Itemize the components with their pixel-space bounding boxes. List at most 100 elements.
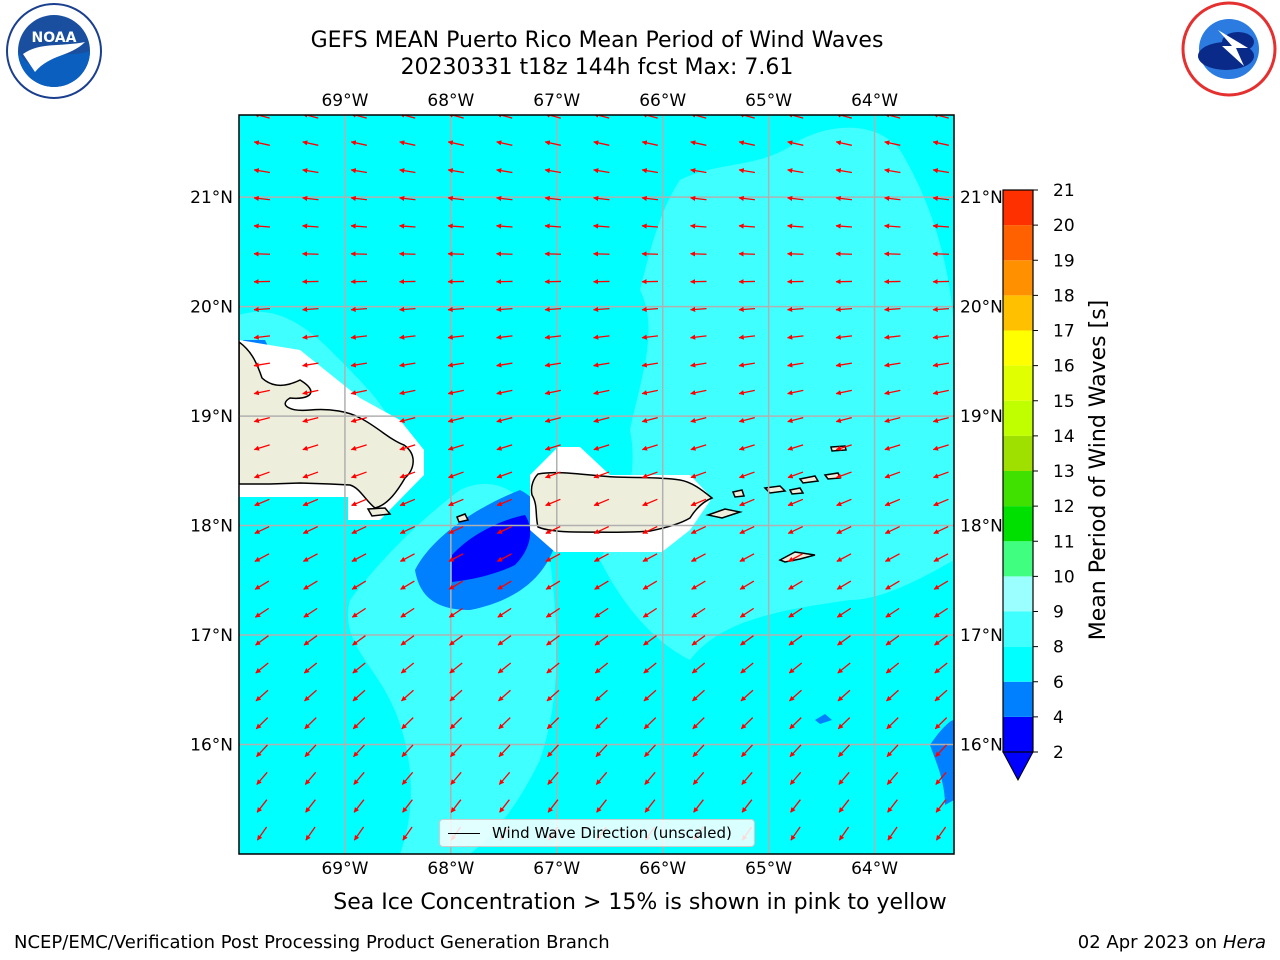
wind-arrow	[401, 689, 414, 702]
wind-arrow	[787, 416, 804, 423]
wind-arrow	[447, 195, 465, 201]
wind-arrow	[544, 416, 561, 423]
wind-arrow	[886, 771, 899, 785]
wind-arrow	[350, 362, 368, 368]
wind-arrow	[787, 223, 804, 229]
wind-arrow	[447, 389, 464, 396]
wind-arrow	[544, 168, 561, 174]
wind-arrow	[789, 744, 802, 758]
wind-arrow	[739, 580, 755, 590]
wind-arrow	[933, 498, 949, 507]
wind-arrow	[690, 223, 707, 229]
wind-arrow	[594, 607, 609, 618]
wind-arrow	[932, 168, 949, 174]
wind-arrow	[256, 799, 268, 813]
lat-tick-label: 17°N	[960, 626, 1003, 646]
wind-arrow	[496, 115, 513, 119]
wind-arrow	[303, 580, 318, 590]
wind-arrow	[545, 525, 561, 535]
wind-arrow	[644, 771, 656, 785]
wind-arrow	[400, 662, 415, 674]
wind-arrow	[886, 744, 899, 758]
wind-arrow	[641, 389, 658, 396]
wind-arrow	[595, 744, 608, 758]
chart-subtitle: 20230331 t18z 144h fcst Max: 7.61	[400, 55, 794, 80]
wind-arrow	[302, 168, 319, 174]
culebra-island	[731, 489, 746, 498]
wind-arrow	[835, 168, 852, 174]
wind-arrow	[932, 195, 950, 201]
wind-arrow	[545, 498, 561, 507]
wind-arrow	[350, 306, 368, 313]
wind-arrow	[449, 635, 463, 646]
wind-arrow	[253, 444, 270, 451]
wind-arrow	[496, 334, 513, 340]
colorbar-segment	[1003, 435, 1033, 471]
wind-arrow	[835, 389, 852, 396]
wind-arrow	[692, 717, 705, 730]
wind-arrow	[884, 362, 901, 368]
wind-arrow	[884, 195, 901, 201]
wind-arrow	[738, 195, 756, 201]
wind-arrow	[546, 717, 560, 730]
wind-arrow	[302, 334, 319, 340]
colorbar-segment	[1003, 400, 1033, 436]
wind-arrow	[934, 635, 948, 646]
wind-arrow	[547, 771, 559, 785]
wind-arrow	[740, 662, 754, 674]
wind-arrow	[690, 115, 707, 119]
wind-arrow	[496, 416, 513, 423]
wave-period-2-4-region	[815, 714, 832, 724]
wind-arrow	[643, 662, 657, 674]
wind-arrow	[790, 799, 801, 813]
colorbar-tick-label: 12	[1053, 497, 1075, 517]
wind-arrow	[641, 362, 659, 368]
colorbar-tick-label: 20	[1053, 216, 1075, 236]
colorbar-tick-label: 4	[1053, 708, 1064, 728]
wind-arrow	[351, 498, 367, 507]
wind-arrow	[932, 362, 950, 368]
wind-arrow	[399, 498, 416, 507]
wind-arrow	[690, 444, 707, 451]
wind-arrow	[401, 717, 414, 730]
wind-arrow	[302, 140, 319, 146]
wind-arrow	[447, 416, 464, 423]
wind-arrow	[496, 223, 513, 229]
wind-arrow	[787, 553, 803, 562]
wind-arrow	[643, 717, 657, 730]
wind-arrow	[447, 115, 464, 119]
wind-arrow	[594, 635, 609, 646]
wind-arrow	[835, 416, 852, 423]
colorbar-segment	[1003, 646, 1033, 682]
wind-arrow	[253, 195, 271, 201]
colorbar-segment	[1003, 365, 1033, 401]
wind-arrow	[304, 771, 317, 785]
wind-arrow	[642, 553, 658, 562]
wind-arrow	[254, 607, 270, 618]
lon-tick-label: 64°W	[851, 859, 898, 879]
wind-arrow	[544, 334, 562, 340]
wind-arrow	[353, 771, 365, 785]
lat-tick-label: 21°N	[190, 188, 233, 208]
wind-arrow	[593, 444, 610, 451]
wind-arrow	[498, 771, 511, 785]
wind-arrow	[689, 306, 707, 313]
wind-arrow	[787, 168, 804, 174]
wind-arrow	[593, 389, 610, 396]
wind-arrow	[352, 635, 366, 646]
wind-wave-direction-arrows	[253, 115, 950, 841]
wind-arrow	[448, 525, 464, 535]
wind-arrow	[547, 799, 559, 813]
wind-arrow	[885, 580, 900, 590]
wind-arrow	[884, 140, 901, 146]
wind-arrow	[788, 580, 803, 590]
wind-arrow	[690, 362, 707, 368]
wind-arrow	[691, 662, 706, 674]
wind-arrow	[498, 744, 511, 758]
colorbar-segment	[1003, 471, 1033, 507]
wind-arrow	[932, 223, 950, 229]
colorbar-tick-label: 15	[1053, 392, 1075, 412]
wind-arrow	[350, 223, 368, 229]
wind-arrow	[303, 662, 318, 674]
wind-arrow	[741, 799, 753, 813]
